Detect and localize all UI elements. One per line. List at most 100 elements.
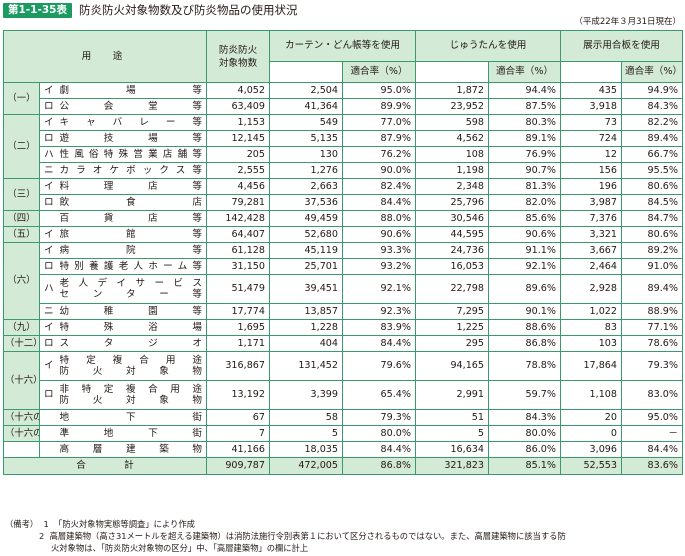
row-mark: ロ [39, 335, 58, 352]
carpet-rate-cell: 78.8% [488, 351, 562, 381]
row-name: 準 地 下 街 [57, 425, 208, 442]
category-cell: （六） [3, 242, 40, 320]
curtain-rate-cell: 65.4% [342, 380, 417, 410]
header-curtain: カーテン・どん帳等を使用 [269, 30, 417, 62]
carpet-rate-cell: 89.6% [488, 274, 562, 304]
table-row: ロ非 特 定 複 合 用 途防 火 対 象 物 13,192 3,399 65.4% 2… [4, 380, 684, 410]
header-carpet-rate: 適合率（%） [488, 61, 562, 83]
display-count-cell: 12 [560, 146, 623, 163]
row-name-line: 遊 技 場 等 [59, 132, 203, 144]
count-cell: 41,166 [206, 441, 271, 458]
row-name: 高 層 建 築 物 [57, 441, 208, 458]
row-name-line: 旅 館 等 [59, 228, 203, 240]
curtain-rate-cell: 80.0% [342, 425, 417, 442]
row-name: 特 殊 浴 場 [57, 319, 208, 336]
display-count-cell: 17,864 [560, 351, 623, 381]
table-row: ロ遊 技 場 等 12,145 5,135 87.9% 4,562 89.1% 724 89.… [4, 130, 684, 147]
row-name: 旅 館 等 [57, 226, 208, 243]
notes: （備考） 1 「防火対象物実態等調査」により作成 2 高層建築物（高さ31メート… [5, 518, 566, 554]
carpet-count-cell: 5 [415, 425, 490, 442]
display-count-cell: 20 [560, 409, 623, 426]
row-name-line: ス タ ジ オ [59, 337, 203, 349]
curtain-rate-cell: 95.0% [342, 82, 417, 99]
row-name-line: 幼 稚 園 等 [59, 305, 203, 317]
row-name: 特 定 複 合 用 途防 火 対 象 物 [57, 351, 208, 381]
curtain-rate-cell: 90.6% [342, 226, 417, 243]
table-row: ニカラオケボックス等 2,555 1,276 90.0% 1,198 90.7% 156 95… [4, 162, 684, 179]
curtain-rate-cell: 92.1% [342, 274, 417, 304]
carpet-count-cell: 16,634 [415, 441, 490, 458]
carpet-count-cell: 2,991 [415, 380, 490, 410]
row-name: 遊 技 場 等 [57, 130, 208, 147]
carpet-count-cell: 25,796 [415, 194, 490, 211]
row-name: ス タ ジ オ [57, 335, 208, 352]
curtain-count-cell: 130 [269, 146, 344, 163]
row-mark: イ [39, 242, 58, 259]
display-rate-cell: 66.7% [621, 146, 684, 163]
row-name-line: 劇 場 等 [59, 84, 203, 96]
curtain-rate-cell: 93.3% [342, 242, 417, 259]
table-row: （五）イ旅 館 等 64,407 52,680 90.6% 44,595 90.6% 3,3… [3, 226, 684, 243]
row-mark: ロ [39, 194, 58, 211]
display-count-cell: 0 [560, 425, 623, 442]
count-cell: 64,407 [206, 226, 271, 243]
display-rate-cell: 95.5% [621, 162, 684, 179]
category-cell: （二） [3, 114, 40, 179]
row-name-line: 特別養護老人ホーム等 [59, 260, 203, 272]
row-name: 飲 食 店 [57, 194, 208, 211]
table-row: （一）イ劇 場 等 4,052 2,504 95.0% 1,872 94.4% 435 94.… [3, 82, 684, 115]
row-mark: イ [39, 82, 58, 99]
row-mark: ニ [39, 162, 58, 179]
display-rate-cell: 82.2% [621, 114, 684, 131]
header-carpet-count [415, 61, 490, 83]
display-count-cell: 73 [560, 114, 623, 131]
row-name-line: カラオケボックス等 [59, 164, 203, 176]
carpet-rate-cell: 84.3% [488, 409, 562, 426]
curtain-count-cell: 25,701 [269, 258, 344, 275]
header-display-rate: 適合率（%） [621, 61, 684, 83]
curtain-count-cell: 131,452 [269, 351, 344, 381]
row-name-line: 特 殊 浴 場 [59, 321, 203, 333]
note-1: 「防火対象物実態等調査」により作成 [54, 519, 195, 529]
total-carpet-rate: 85.1% [488, 457, 562, 475]
display-rate-cell: 84.7% [621, 210, 684, 227]
row-name-line: 防 火 対 象 物 [59, 395, 203, 406]
carpet-rate-cell: 91.1% [488, 242, 562, 259]
category-cell [3, 441, 40, 458]
row-mark: ハ [39, 274, 58, 304]
row-name-line: 非 特 定 複 合 用 途 [59, 383, 203, 395]
title-row: 第1-1-35表 防炎防火対象物数及び防炎物品の使用状況 [3, 2, 297, 18]
display-count-cell: 2,928 [560, 274, 623, 304]
category-cell: （一） [3, 82, 40, 115]
carpet-count-cell: 23,952 [415, 98, 490, 115]
row-mark [39, 441, 58, 458]
row-name: 劇 場 等 [57, 82, 208, 99]
count-cell: 1,153 [206, 114, 271, 131]
curtain-count-cell: 49,459 [269, 210, 344, 227]
carpet-count-cell: 7,295 [415, 303, 490, 320]
row-name-line: 地 下 街 [59, 411, 203, 423]
row-name-line: 特 定 複 合 用 途 [59, 354, 203, 366]
display-rate-cell: 91.0% [621, 258, 684, 275]
curtain-rate-cell: 84.4% [342, 441, 417, 458]
carpet-rate-cell: 76.9% [488, 146, 562, 163]
curtain-count-cell: 41,364 [269, 98, 344, 115]
curtain-count-cell: 37,536 [269, 194, 344, 211]
total-display-rate: 83.6% [621, 457, 684, 475]
carpet-count-cell: 16,053 [415, 258, 490, 275]
display-rate-cell: 84.4% [621, 441, 684, 458]
curtain-rate-cell: 84.4% [342, 335, 417, 352]
carpet-rate-cell: 86.8% [488, 335, 562, 352]
display-rate-cell: 80.6% [621, 226, 684, 243]
row-name: 公 会 堂 等 [57, 98, 208, 115]
display-count-cell: 3,096 [560, 441, 623, 458]
category-cell: （三） [3, 178, 40, 211]
table-row: 高 層 建 築 物 41,166 18,035 84.4% 16,634 86.0% 3,0… [3, 441, 684, 458]
curtain-count-cell: 1,276 [269, 162, 344, 179]
header-use: 用 途 [2, 30, 208, 83]
curtain-count-cell: 5,135 [269, 130, 344, 147]
carpet-count-cell: 1,225 [415, 319, 490, 336]
carpet-rate-cell: 85.6% [488, 210, 562, 227]
row-mark: ハ [39, 146, 58, 163]
row-mark: ロ [39, 258, 58, 275]
